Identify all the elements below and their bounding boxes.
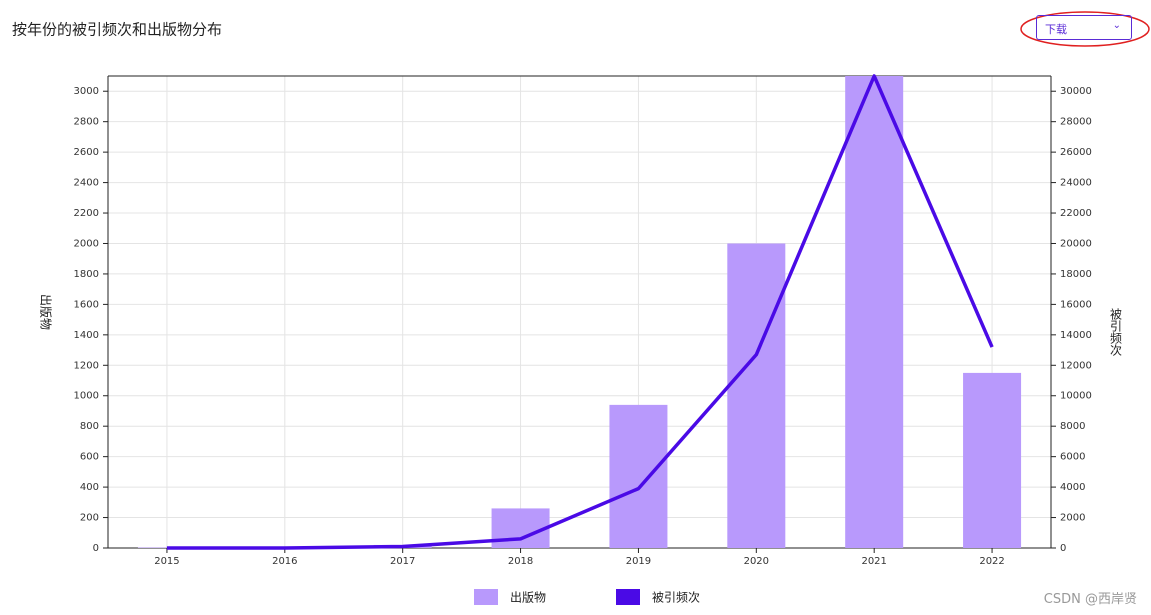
y-tick-label: 200 xyxy=(80,513,99,524)
x-tick-label: 2021 xyxy=(861,556,886,567)
y-tick-label: 0 xyxy=(93,543,99,554)
x-tick-label: 2022 xyxy=(979,556,1004,567)
y-axis-label: 出版物 xyxy=(39,294,53,330)
y-tick-label: 400 xyxy=(80,482,99,493)
x-tick-label: 2019 xyxy=(626,556,651,567)
legend-label: 被引频次 xyxy=(652,591,700,605)
y-tick-label: 2000 xyxy=(74,238,99,249)
y2-tick-label: 22000 xyxy=(1060,208,1092,219)
y-tick-label: 1400 xyxy=(74,330,99,341)
chart-title: 按年份的被引频次和出版物分布 xyxy=(12,21,222,39)
y2-tick-label: 8000 xyxy=(1060,421,1085,432)
x-tick-label: 2020 xyxy=(744,556,769,567)
legend-swatch xyxy=(616,589,640,605)
y-tick-label: 1000 xyxy=(74,391,99,402)
y-tick-label: 2400 xyxy=(74,178,99,189)
y2-tick-label: 2000 xyxy=(1060,513,1085,524)
y2-tick-label: 12000 xyxy=(1060,360,1092,371)
watermark: CSDN @西岸贤 xyxy=(1043,592,1137,607)
bar xyxy=(491,508,550,548)
y-tick-label: 1600 xyxy=(74,299,99,310)
y-tick-label: 800 xyxy=(80,421,99,432)
y2-tick-label: 0 xyxy=(1060,543,1066,554)
y-tick-label: 2600 xyxy=(74,147,99,158)
y-tick-label: 1200 xyxy=(74,360,99,371)
y2-tick-label: 6000 xyxy=(1060,452,1085,463)
dropdown-arrow: ⌄ xyxy=(1112,20,1121,31)
bar xyxy=(963,372,1022,548)
y-tick-label: 3000 xyxy=(74,86,99,97)
bar xyxy=(727,243,786,548)
y2-tick-label: 14000 xyxy=(1060,330,1092,341)
annotation-circle xyxy=(1020,11,1150,47)
x-tick-label: 2017 xyxy=(390,556,415,567)
bar xyxy=(845,76,904,548)
bar xyxy=(609,404,668,548)
y2-tick-label: 30000 xyxy=(1060,86,1092,97)
y2-tick-label: 10000 xyxy=(1060,391,1092,402)
y2-tick-label: 20000 xyxy=(1060,238,1092,249)
y2-tick-label: 16000 xyxy=(1060,299,1092,310)
y2-axis-label: 被引频次 xyxy=(1109,308,1123,357)
x-tick-label: 2016 xyxy=(272,556,297,567)
y-tick-label: 2800 xyxy=(74,117,99,128)
x-tick-label: 2015 xyxy=(154,556,179,567)
legend-label: 出版物 xyxy=(510,591,546,605)
y2-tick-label: 18000 xyxy=(1060,269,1092,280)
y2-tick-label: 28000 xyxy=(1060,117,1092,128)
y2-tick-label: 24000 xyxy=(1060,178,1092,189)
y-tick-label: 2200 xyxy=(74,208,99,219)
line xyxy=(166,74,994,550)
y-tick-label: 1800 xyxy=(74,269,99,280)
download-dropdown[interactable]: 下载 ⌄ xyxy=(1036,15,1132,40)
y-tick-label: 600 xyxy=(80,452,99,463)
legend-swatch xyxy=(474,589,498,605)
y2-tick-label: 4000 xyxy=(1060,482,1085,493)
x-tick-label: 2018 xyxy=(508,556,533,567)
y2-tick-label: 26000 xyxy=(1060,147,1092,158)
dropdown-label: 下载 xyxy=(1045,23,1067,36)
